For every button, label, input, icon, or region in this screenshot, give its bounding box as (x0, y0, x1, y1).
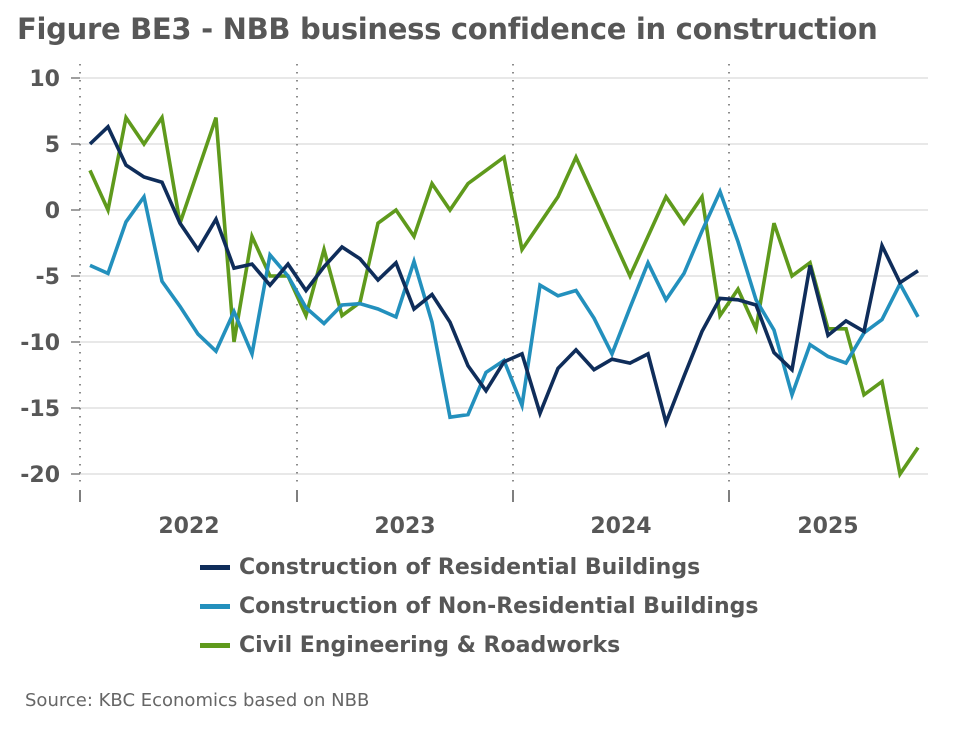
legend-swatch-non-residential (200, 604, 230, 609)
legend-label-non-residential: Construction of Non-Residential Building… (239, 594, 759, 619)
y-tick-label: 5 (45, 133, 60, 158)
legend-swatch-civil-engineering (200, 643, 230, 648)
legend-swatch-residential (200, 565, 230, 570)
y-tick-label: 0 (45, 199, 60, 224)
x-axis-labels: 2022 2023 2024 2025 (158, 514, 858, 539)
legend-label-civil-engineering: Civil Engineering & Roadworks (239, 633, 621, 658)
legend-item-civil-engineering[interactable]: Civil Engineering & Roadworks (200, 626, 758, 665)
x-tick-label: 2025 (797, 514, 858, 539)
series-line-residential (88, 123, 919, 429)
y-tick-label: -10 (20, 331, 60, 356)
source-note: Source: KBC Economics based on NBB (25, 690, 370, 711)
y-tick-label: -20 (20, 463, 60, 488)
x-tick-label: 2023 (374, 514, 435, 539)
y-tick-label: 10 (29, 67, 60, 92)
legend-item-non-residential[interactable]: Construction of Non-Residential Building… (200, 587, 758, 626)
legend-item-residential[interactable]: Construction of Residential Buildings (200, 548, 758, 587)
y-axis-ticks: 10 5 0 -5 -10 -15 -20 (20, 67, 80, 488)
legend-label-residential: Construction of Residential Buildings (239, 555, 701, 580)
axes (79, 490, 730, 502)
chart-title: Figure BE3 - NBB business confidence in … (17, 12, 878, 46)
series-line-civil-engineering (88, 112, 920, 479)
y-tick-label: -15 (20, 397, 60, 422)
series-lines (88, 112, 920, 479)
gridlines (80, 77, 928, 475)
legend: Construction of Residential Buildings Co… (200, 548, 758, 665)
x-tick-label: 2024 (590, 514, 651, 539)
y-tick-label: -5 (36, 265, 60, 290)
line-chart: 10 5 0 -5 -10 -15 -20 2022 2023 2024 2025 (20, 64, 928, 539)
x-tick-label: 2022 (158, 514, 219, 539)
